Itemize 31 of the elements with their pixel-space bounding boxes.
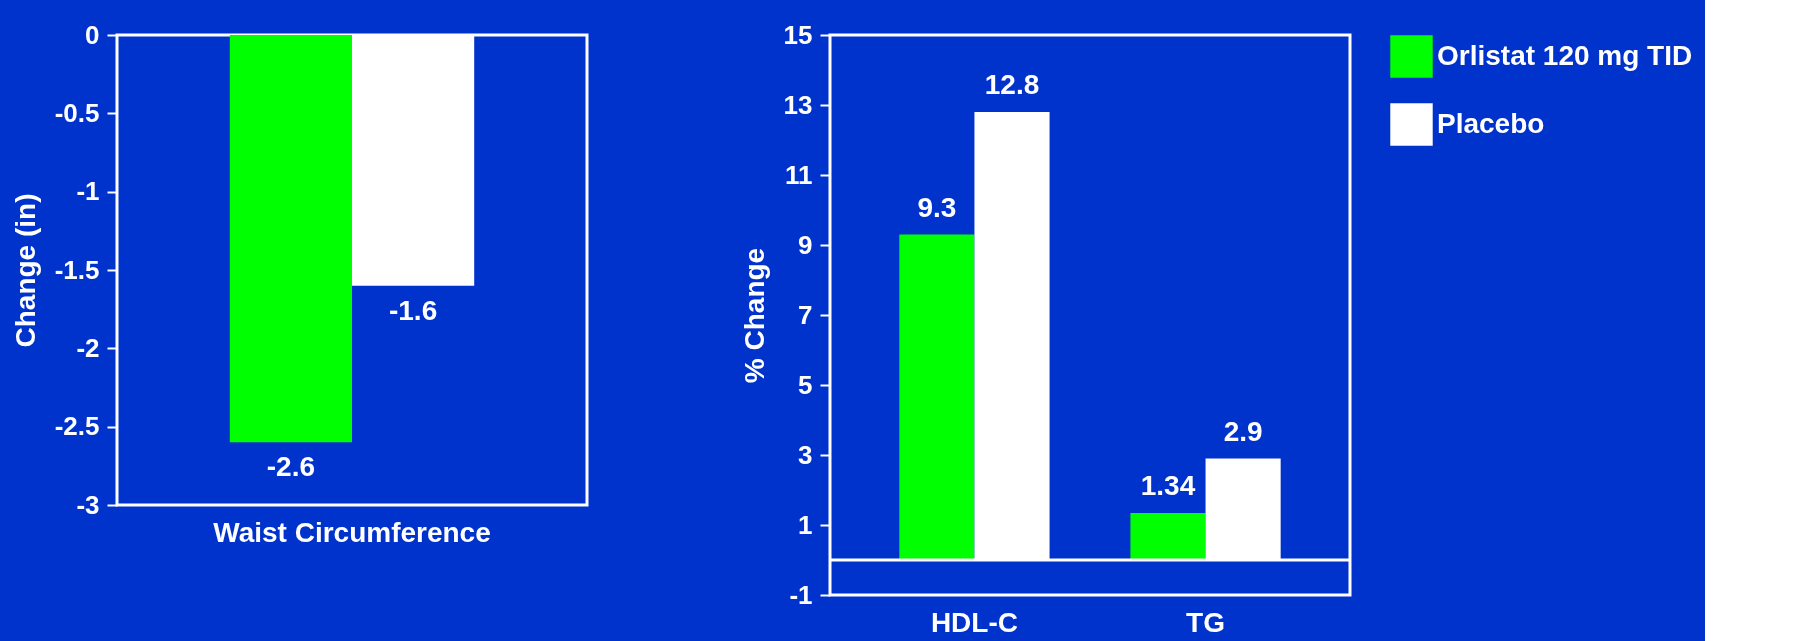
legend-label: Orlistat 120 mg TID: [1437, 39, 1693, 71]
bar: [1130, 513, 1206, 560]
y-tick-label: -2: [76, 332, 100, 363]
y-tick-label: -1: [76, 176, 100, 207]
y-tick-label: 9: [798, 229, 813, 260]
y-tick-label: 5: [798, 369, 813, 400]
data-label: -2.6: [266, 451, 316, 483]
y-tick-label: 1: [798, 509, 813, 540]
data-label: 9.3: [917, 191, 957, 223]
y-tick-label: -0.5: [54, 97, 100, 128]
x-tick-label: TG: [1186, 606, 1225, 638]
y-tick-label: 15: [783, 19, 813, 50]
y-tick-label: 13: [783, 89, 813, 120]
y-tick-label: 3: [798, 439, 813, 470]
y-axis-title: % Change: [738, 247, 770, 384]
bar: [899, 234, 975, 560]
data-label: -1.6: [388, 294, 438, 326]
y-tick-label: 0: [85, 19, 100, 50]
data-label: 1.34: [1140, 470, 1196, 502]
y-tick-label: 7: [798, 299, 813, 330]
y-tick-label: -1: [789, 579, 813, 610]
data-label: 2.9: [1223, 415, 1263, 447]
x-tick-label: Waist Circumference: [213, 516, 491, 548]
y-tick-label: 11: [785, 159, 813, 190]
legend-label: Placebo: [1437, 107, 1545, 139]
data-label: 12.8: [984, 69, 1040, 100]
y-tick-label: -2.5: [54, 411, 100, 442]
x-tick-label: HDL-C: [930, 606, 1018, 638]
y-axis-title: Change (in): [9, 193, 41, 348]
y-tick-label: -3: [76, 489, 100, 520]
y-tick-label: -1.5: [54, 254, 100, 285]
